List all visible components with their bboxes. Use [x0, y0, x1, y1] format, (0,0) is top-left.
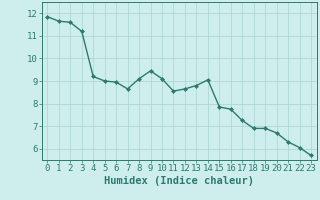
X-axis label: Humidex (Indice chaleur): Humidex (Indice chaleur): [104, 176, 254, 186]
